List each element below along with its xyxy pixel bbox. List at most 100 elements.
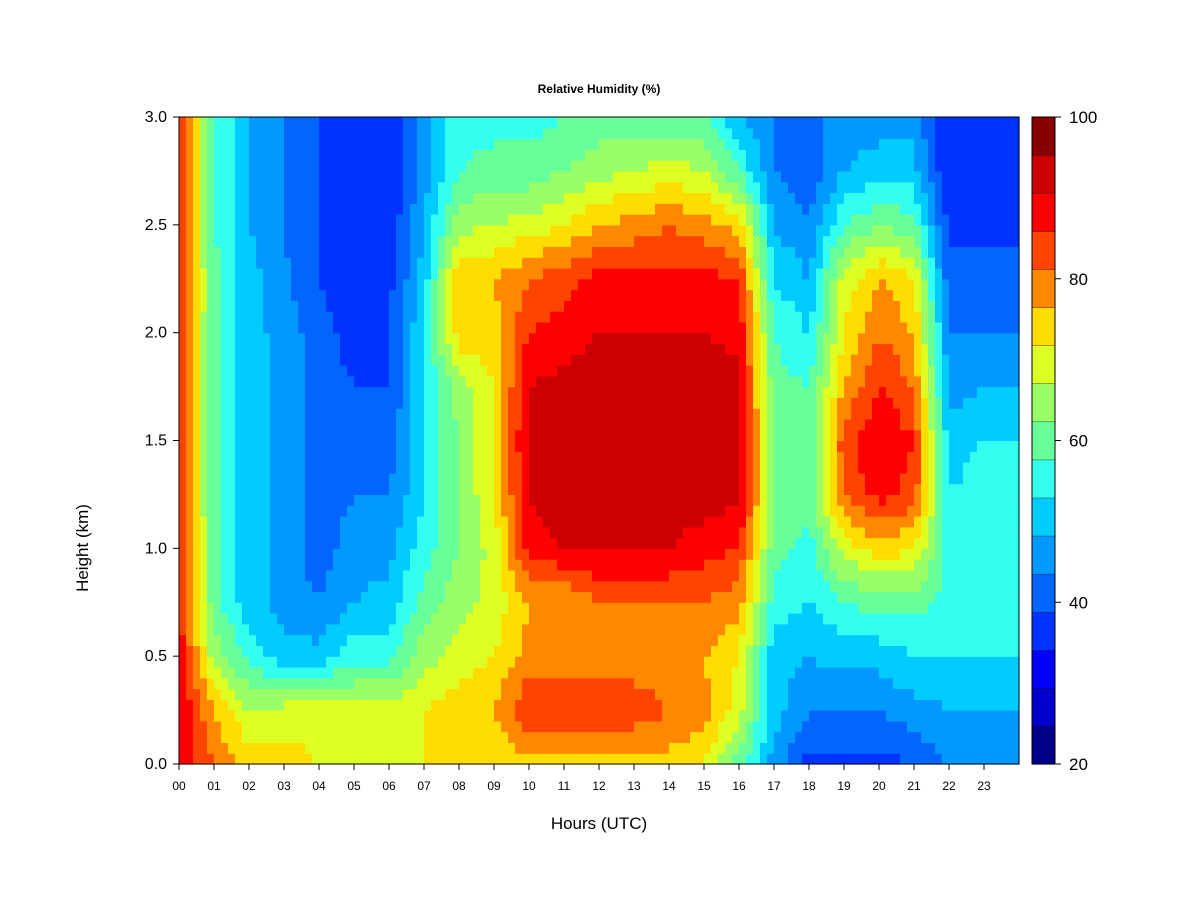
heatmap-cell [319,472,327,485]
heatmap-cell [578,117,586,129]
heatmap-cell [543,235,551,247]
heatmap-cell [480,462,488,474]
heatmap-cell [529,289,537,301]
heatmap-cell [256,494,264,506]
heatmap-cell [578,731,586,744]
heatmap-cell [186,591,194,603]
heatmap-cell [613,138,621,150]
heatmap-cell [760,742,768,754]
heatmap-cell [662,375,670,388]
heatmap-cell [235,138,243,150]
heatmap-cell [711,138,719,150]
heatmap-cell [494,246,502,258]
heatmap-cell [354,332,362,345]
heatmap-cell [193,656,201,668]
heatmap-cell [683,623,691,636]
heatmap-cell [403,418,411,431]
heatmap-cell [676,559,684,571]
heatmap-cell [648,699,656,711]
heatmap-cell [179,634,187,646]
heatmap-cell [585,742,593,754]
heatmap-cell [718,117,726,129]
heatmap-cell [592,160,600,172]
heatmap-cell [354,515,362,528]
heatmap-cell [417,386,425,398]
heatmap-cell [522,677,530,690]
heatmap-cell [438,677,446,690]
heatmap-cell [648,677,656,690]
heatmap-cell [662,731,670,744]
heatmap-cell [473,246,481,258]
heatmap-cell [620,203,628,215]
heatmap-cell [599,537,607,549]
heatmap-cell [585,429,593,442]
heatmap-cell [557,354,565,366]
heatmap-cell [571,537,579,549]
heatmap-cell [193,160,201,172]
heatmap-cell [711,472,719,485]
heatmap-cell [228,494,236,506]
heatmap-cell [662,321,670,334]
heatmap-cell [655,408,663,420]
heatmap-cell [620,246,628,258]
heatmap-cell [494,613,502,625]
heatmap-cell [732,494,740,506]
heatmap-cell [683,386,691,398]
heatmap-cell [179,753,187,765]
heatmap-cell [214,451,222,463]
heatmap-cell [396,591,404,603]
heatmap-cell [648,278,656,291]
heatmap-cell [340,354,348,366]
heatmap-cell [396,559,404,571]
heatmap-cell [613,343,621,355]
heatmap-cell [375,613,383,625]
heatmap-cell [480,656,488,668]
heatmap-cell [298,623,306,636]
heatmap-cell [417,472,425,485]
heatmap-cell [697,645,705,657]
heatmap-cell [529,203,537,215]
heatmap-cell [431,710,439,722]
heatmap-cell [508,731,516,744]
heatmap-cell [599,117,607,129]
heatmap-cell [186,267,194,280]
heatmap-cell [361,429,369,442]
heatmap-cell [459,192,467,204]
heatmap-cell [382,580,390,593]
heatmap-cell [207,656,215,668]
heatmap-cell [620,483,628,496]
heatmap-cell [445,354,453,366]
heatmap-cell [333,720,341,733]
heatmap-cell [459,440,467,452]
heatmap-cell [585,224,593,237]
heatmap-cell [564,365,572,377]
heatmap-cell [543,311,551,323]
heatmap-cell [718,181,726,194]
heatmap-cell [200,203,208,215]
heatmap-cell [690,634,698,646]
heatmap-cell [620,321,628,334]
heatmap-cell [725,214,733,226]
heatmap-cell [375,181,383,194]
heatmap-cell [543,332,551,345]
heatmap-cell [690,257,698,269]
heatmap-cell [732,332,740,345]
heatmap-cell [620,440,628,452]
heatmap-cell [648,160,656,172]
heatmap-cell [578,375,586,388]
heatmap-cell [648,494,656,506]
heatmap-cell [284,526,292,539]
heatmap-cell [445,127,453,140]
heatmap-cell [298,332,306,345]
heatmap-cell [417,666,425,679]
heatmap-cell [305,429,313,442]
heatmap-cell [578,170,586,183]
heatmap-cell [704,246,712,258]
heatmap-cell [354,354,362,366]
heatmap-cell [221,451,229,463]
heatmap-cell [704,181,712,194]
heatmap-cell [543,267,551,280]
heatmap-cell [256,278,264,291]
heatmap-cell [669,214,677,226]
heatmap-cell [571,375,579,388]
